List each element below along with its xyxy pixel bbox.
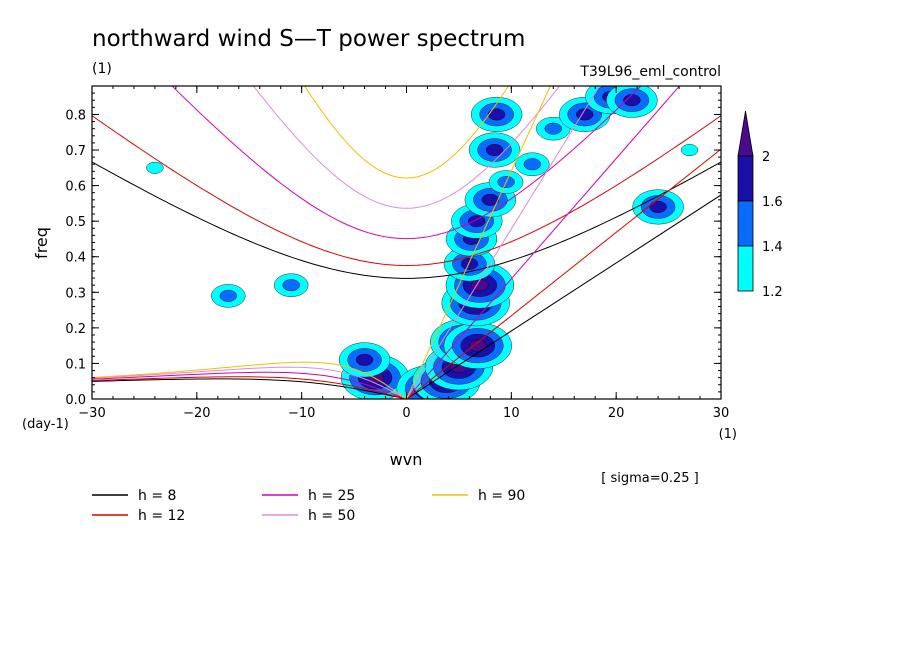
legend-label: h = 12	[138, 508, 185, 524]
x-axis-label: wvn	[390, 450, 423, 469]
y-unit-label: (day-1)	[22, 417, 69, 432]
chart-subtitle-right: T39L96_eml_control	[579, 64, 721, 80]
x-tick-label: −20	[183, 406, 210, 421]
spectral-blob	[460, 257, 479, 270]
spectral-blob	[485, 144, 504, 156]
legend-label: h = 50	[308, 508, 355, 524]
y-tick-label: 0.2	[65, 322, 86, 337]
x-tick-label: 10	[503, 406, 520, 421]
x-tick-label: 20	[608, 406, 625, 421]
spectral-blob	[481, 193, 500, 206]
y-tick-label: 0.7	[65, 144, 86, 159]
y-tick-label: 0.3	[65, 286, 86, 301]
colorbar-segment	[737, 200, 754, 247]
spectral-blob	[487, 108, 506, 121]
spectral-blob	[219, 289, 237, 302]
colorbar: 1.2 1.4 1.6 2	[737, 110, 783, 300]
y-axis-label: freq	[32, 227, 51, 259]
colorbar-arrow	[737, 110, 754, 157]
colorbar-label: 2	[762, 150, 770, 165]
rossby-curve	[92, 371, 407, 399]
kelvin-curve	[406, 86, 601, 399]
rossby-curve	[92, 378, 407, 399]
legend: h = 8 h = 12 h = 25 h = 50 h = 90	[92, 488, 525, 524]
kelvin-curve	[406, 86, 681, 399]
y-tick-label: 0.5	[65, 215, 86, 230]
legend-label: h = 8	[138, 488, 176, 504]
axis-ticks: −30 −20 −10 0 10 20 30 0.0 0.1 0.2 0.3 0.4 0.5 0.6 0.7…	[65, 85, 730, 421]
dispersion-curves	[92, 86, 721, 399]
legend-label: h = 90	[478, 488, 525, 504]
spectral-blob	[649, 200, 667, 213]
plot-frame	[91, 85, 722, 400]
inertia-gravity-curve	[304, 86, 509, 179]
kelvin-curve	[406, 148, 721, 399]
rossby-curve	[92, 366, 407, 399]
x-tick-label: −10	[288, 406, 315, 421]
colorbar-label: 1.2	[762, 285, 783, 300]
x-tick-label: −30	[78, 406, 105, 421]
sigma-annotation: [ sigma=0.25 ]	[601, 471, 699, 486]
spectral-blob	[146, 161, 164, 174]
spectral-blob	[468, 215, 486, 228]
x-unit-label: (1)	[719, 427, 737, 442]
spectral-blob	[544, 122, 562, 135]
rossby-curve	[92, 361, 407, 399]
y-tick-label: 0.8	[65, 108, 86, 123]
colorbar-segment	[737, 245, 754, 292]
y-tick-label: 0.1	[65, 357, 86, 372]
y-tick-label: 0.4	[65, 251, 86, 266]
spectral-blob	[523, 158, 541, 171]
x-tick-label: 0	[402, 406, 410, 421]
inertia-gravity-curve	[92, 115, 721, 266]
spectral-blob	[469, 339, 487, 352]
inertia-gravity-curve	[92, 161, 721, 279]
chart-subtitle-left: (1)	[92, 61, 112, 77]
spectral-blob	[282, 279, 300, 292]
kelvin-curve	[406, 194, 721, 399]
y-tick-label: 0.6	[65, 180, 86, 195]
inertia-gravity-curve	[171, 86, 642, 240]
chart-title: northward wind S—T power spectrum	[92, 26, 525, 52]
colorbar-segment	[737, 155, 754, 202]
spectral-blob	[680, 144, 699, 156]
spectral-contours	[146, 86, 699, 399]
x-tick-label: 30	[713, 406, 730, 421]
colorbar-label: 1.6	[762, 195, 783, 210]
inertia-gravity-curve	[252, 86, 561, 209]
legend-label: h = 25	[308, 488, 355, 504]
colorbar-label: 1.4	[762, 240, 783, 255]
y-tick-label: 0.0	[65, 393, 86, 408]
spectral-blob	[355, 353, 374, 366]
kelvin-curve	[406, 86, 551, 399]
rossby-curve	[92, 376, 407, 399]
